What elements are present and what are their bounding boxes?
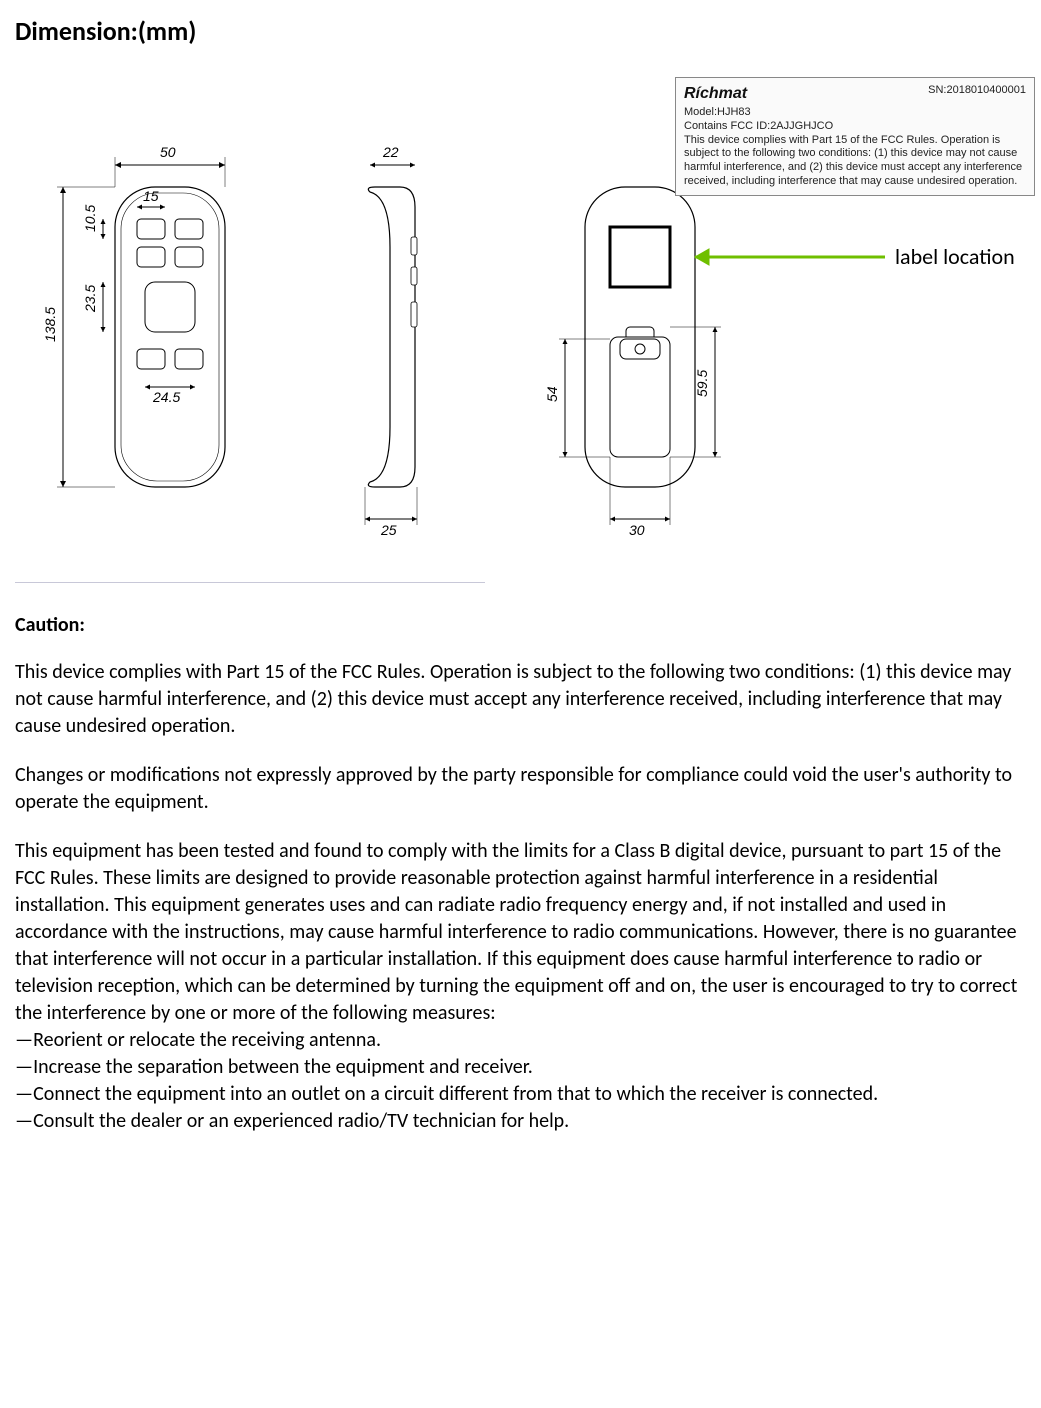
- svg-text:138.5: 138.5: [45, 307, 58, 342]
- measures-list: —Reorient or relocate the receiving ante…: [15, 1027, 1026, 1135]
- svg-text:24.5: 24.5: [152, 389, 180, 405]
- svg-text:23.5: 23.5: [82, 285, 98, 313]
- front-view-svg: 50 15 138.5 10.5 23.5 24.5: [45, 127, 275, 547]
- caution-heading: Caution:: [15, 613, 1026, 637]
- svg-text:25: 25: [380, 522, 397, 538]
- measure-2: —Increase the separation between the equ…: [15, 1054, 1026, 1081]
- label-model: Model:HJH83: [684, 106, 1026, 120]
- svg-text:59.5: 59.5: [694, 370, 710, 397]
- svg-text:50: 50: [160, 144, 176, 160]
- label-arrow: [675, 242, 895, 282]
- measure-3: —Connect the equipment into an outlet on…: [15, 1081, 1026, 1108]
- side-view-svg: 22 25: [315, 127, 455, 547]
- measure-4: —Consult the dealer or an experienced ra…: [15, 1108, 1026, 1135]
- fcc-label-box: Ríchmat SN:2018010400001 Model:HJH83 Con…: [675, 77, 1035, 196]
- dimension-diagram: 50 15 138.5 10.5 23.5 24.5 22: [15, 67, 1026, 567]
- caution-p2: Changes or modifications not expressly a…: [15, 762, 1026, 816]
- caution-p1: This device complies with Part 15 of the…: [15, 659, 1026, 740]
- svg-text:15: 15: [143, 188, 159, 204]
- svg-text:30: 30: [629, 522, 645, 538]
- label-fccid: Contains FCC ID:2AJJGHJCO: [684, 120, 1026, 134]
- label-compliance: This device complies with Part 15 of the…: [684, 134, 1026, 189]
- svg-text:22: 22: [382, 144, 399, 160]
- label-location-text: label location: [895, 243, 1015, 270]
- caution-p3: This equipment has been tested and found…: [15, 838, 1026, 1027]
- serial-number: SN:2018010400001: [928, 84, 1026, 98]
- measure-1: —Reorient or relocate the receiving ante…: [15, 1027, 1026, 1054]
- section-divider: [15, 582, 485, 583]
- svg-text:54: 54: [544, 386, 560, 402]
- page-title: Dimension:(mm): [15, 15, 1026, 47]
- svg-text:10.5: 10.5: [82, 205, 98, 232]
